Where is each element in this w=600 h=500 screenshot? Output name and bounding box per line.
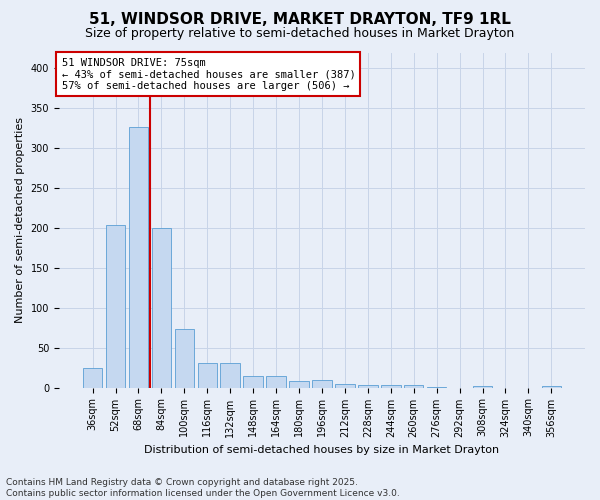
Bar bbox=[381, 385, 401, 388]
Text: Size of property relative to semi-detached houses in Market Drayton: Size of property relative to semi-detach… bbox=[85, 28, 515, 40]
Bar bbox=[358, 385, 377, 388]
Bar bbox=[244, 376, 263, 388]
Bar bbox=[128, 126, 148, 388]
Bar bbox=[152, 228, 171, 388]
X-axis label: Distribution of semi-detached houses by size in Market Drayton: Distribution of semi-detached houses by … bbox=[145, 445, 500, 455]
Bar bbox=[266, 376, 286, 388]
Bar bbox=[197, 363, 217, 388]
Bar bbox=[83, 368, 103, 388]
Bar bbox=[335, 384, 355, 388]
Bar bbox=[542, 386, 561, 388]
Bar bbox=[404, 385, 424, 388]
Text: 51 WINDSOR DRIVE: 75sqm
← 43% of semi-detached houses are smaller (387)
57% of s: 51 WINDSOR DRIVE: 75sqm ← 43% of semi-de… bbox=[62, 58, 355, 90]
Text: Contains HM Land Registry data © Crown copyright and database right 2025.
Contai: Contains HM Land Registry data © Crown c… bbox=[6, 478, 400, 498]
Y-axis label: Number of semi-detached properties: Number of semi-detached properties bbox=[15, 117, 25, 323]
Bar bbox=[427, 387, 446, 388]
Bar bbox=[289, 381, 309, 388]
Bar bbox=[473, 386, 492, 388]
Text: 51, WINDSOR DRIVE, MARKET DRAYTON, TF9 1RL: 51, WINDSOR DRIVE, MARKET DRAYTON, TF9 1… bbox=[89, 12, 511, 28]
Bar bbox=[106, 225, 125, 388]
Bar bbox=[312, 380, 332, 388]
Bar bbox=[175, 330, 194, 388]
Bar bbox=[220, 363, 240, 388]
